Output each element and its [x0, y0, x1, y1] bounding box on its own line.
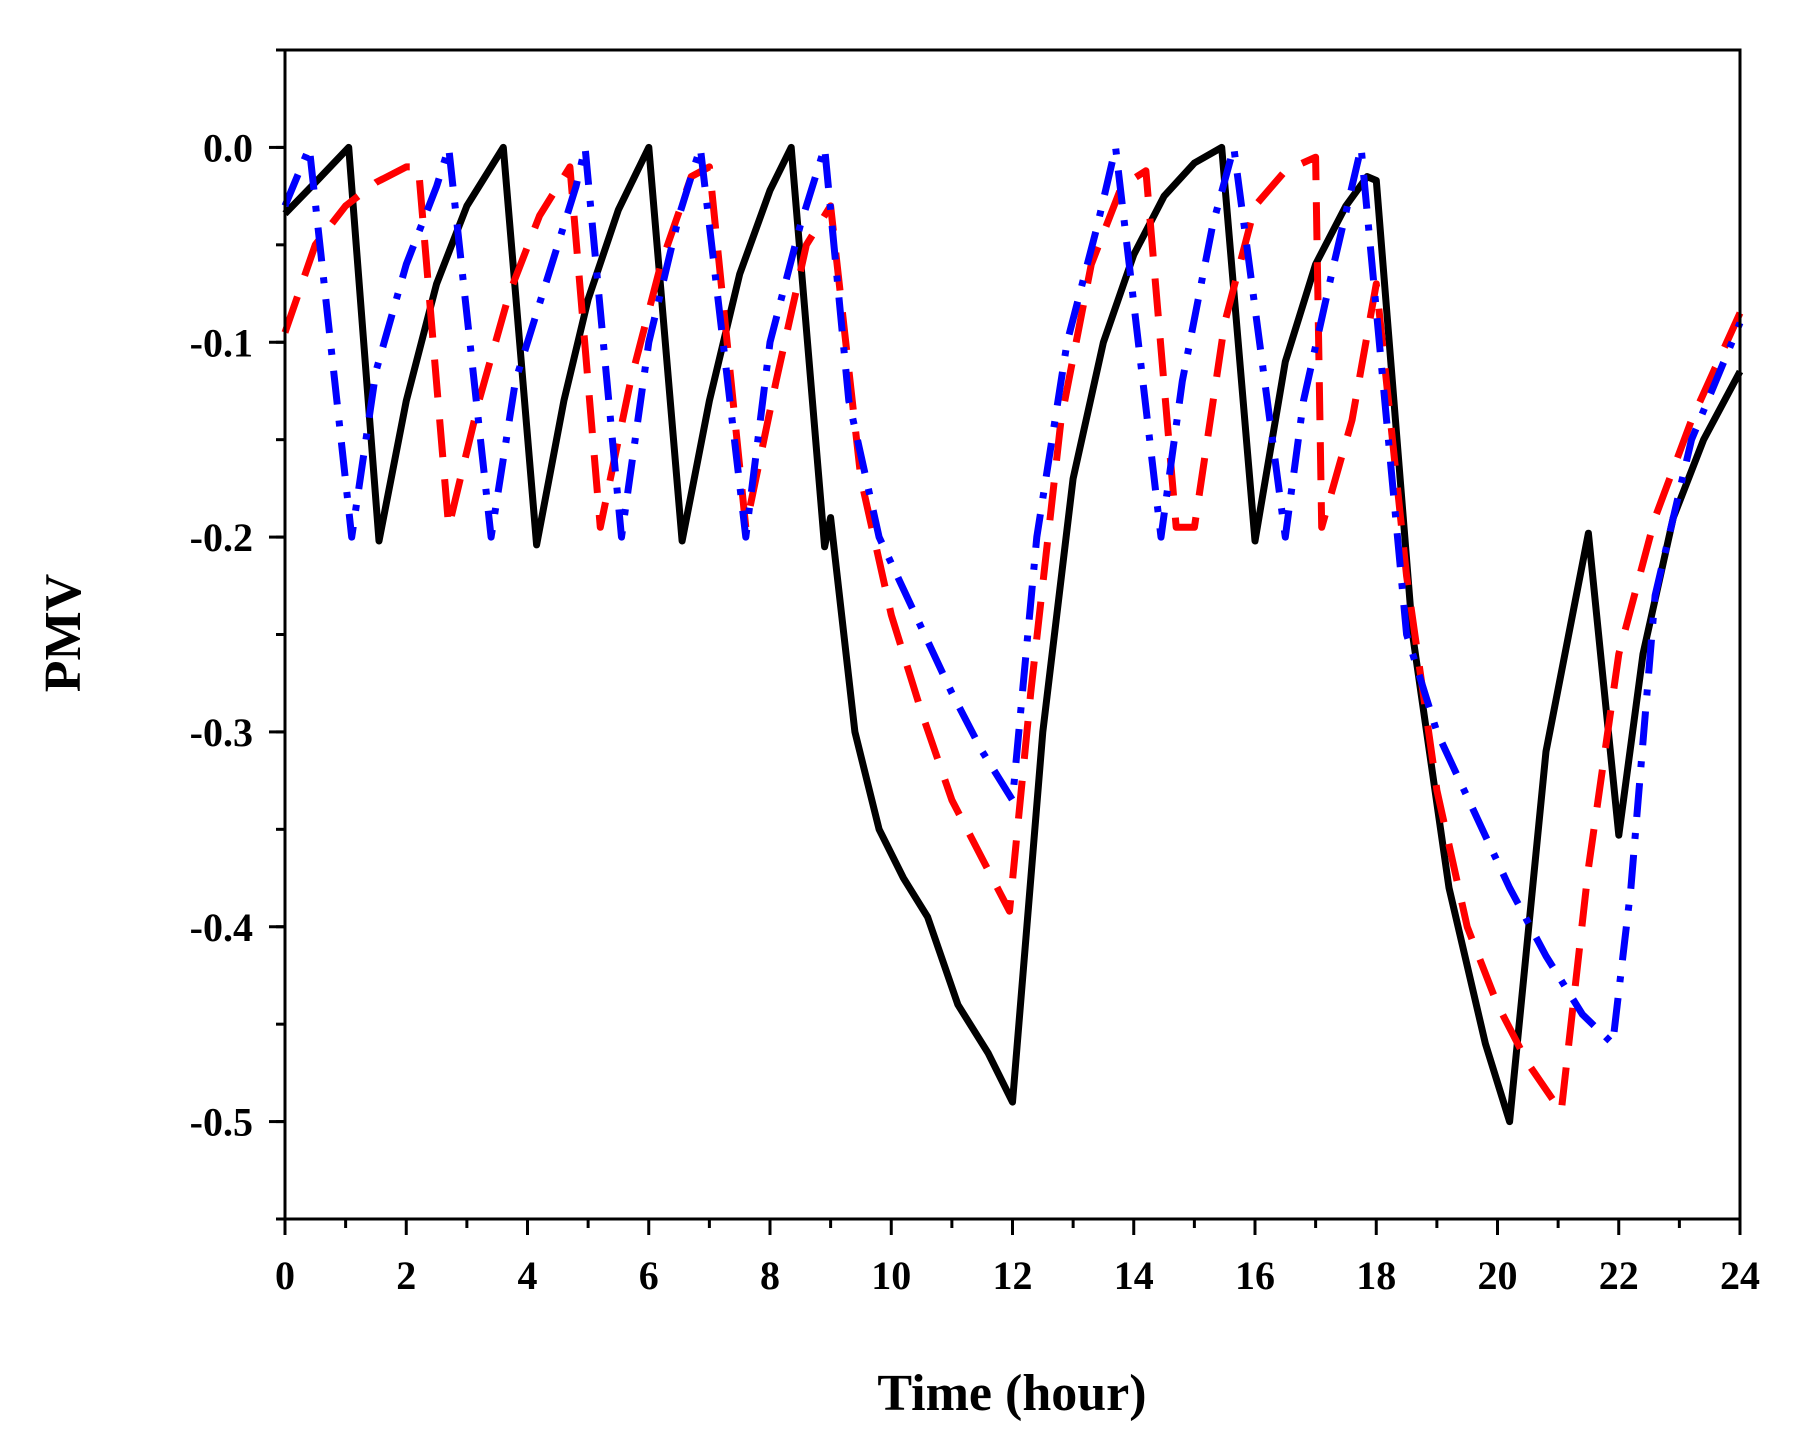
x-tick-label: 14 [1114, 1253, 1154, 1298]
series-line-dash-dot-blue [281, 143, 1744, 1048]
y-tick-label: -0.2 [190, 515, 253, 560]
x-tick-label: 4 [518, 1253, 538, 1298]
x-tick-label: 0 [275, 1253, 295, 1298]
x-tick-label: 12 [993, 1253, 1033, 1298]
y-tick-label: -0.5 [190, 1100, 253, 1145]
x-tick-label: 16 [1235, 1253, 1275, 1298]
x-tick-label: 24 [1720, 1253, 1760, 1298]
plot-frame [283, 48, 1742, 1221]
x-axis-tick-labels: 0 2 4 6 8 10 12 14 16 18 20 22 24 [275, 1253, 1760, 1298]
series-line-solid-black [282, 143, 1744, 1126]
y-axis-ticks [269, 48, 285, 1221]
x-tick-label: 18 [1356, 1253, 1396, 1298]
x-tick-label: 22 [1599, 1253, 1639, 1298]
x-tick-label: 8 [760, 1253, 780, 1298]
y-axis-tick-labels: 0.0 -0.1 -0.2 -0.3 -0.4 -0.5 [190, 125, 253, 1144]
x-tick-label: 10 [871, 1253, 911, 1298]
y-tick-label: 0.0 [203, 125, 253, 170]
y-tick-label: -0.1 [190, 320, 253, 365]
y-tick-label: -0.4 [190, 905, 253, 950]
x-axis-ticks [283, 1219, 1742, 1235]
series-layer [281, 143, 1744, 1126]
x-tick-label: 6 [639, 1253, 659, 1298]
x-axis-title: Time (hour) [877, 1365, 1146, 1422]
x-tick-label: 2 [396, 1253, 416, 1298]
series-line-dashed-red [281, 153, 1744, 1116]
x-tick-label: 20 [1478, 1253, 1518, 1298]
y-tick-label: -0.3 [190, 710, 253, 755]
y-axis-title: PMV [35, 574, 92, 692]
